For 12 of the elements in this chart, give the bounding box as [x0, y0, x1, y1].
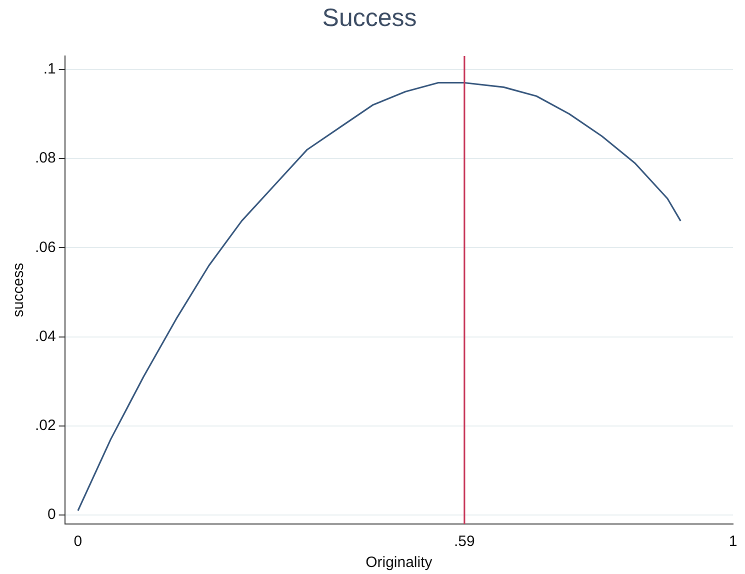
y-tick-label: .04: [34, 328, 56, 345]
y-tick-label: .1: [43, 60, 56, 78]
x-axis-title: Originality: [366, 554, 433, 572]
x-tick-label: .59: [454, 533, 475, 550]
y-tick-label: .06: [34, 238, 56, 256]
x-tick-label: 1: [728, 533, 738, 550]
y-tick-label: 0: [48, 506, 56, 524]
chart-title: Success: [322, 4, 417, 32]
y-tick-label: .02: [34, 417, 56, 434]
x-tick-label: 0: [74, 533, 82, 550]
y-tick-label: .08: [34, 150, 56, 167]
y-axis-title: success: [10, 262, 28, 318]
